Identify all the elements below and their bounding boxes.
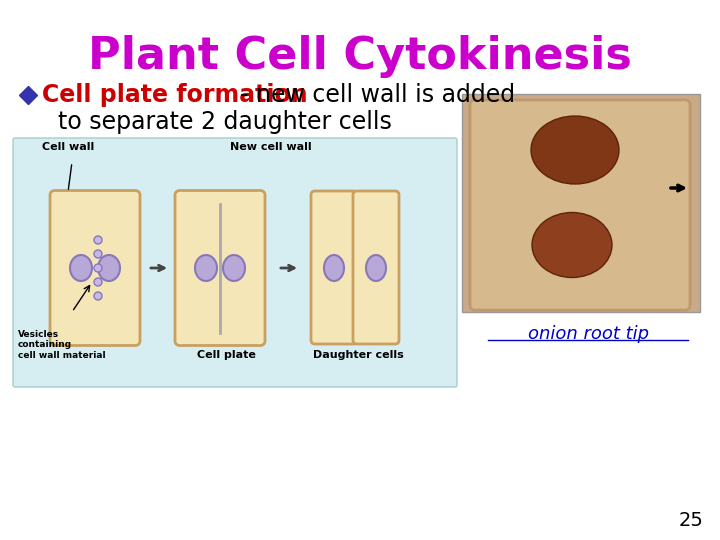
Circle shape [94,292,102,300]
Text: - new cell wall is added: - new cell wall is added [240,83,515,107]
Text: Cell plate: Cell plate [197,350,256,360]
Text: Plant Cell Cytokinesis: Plant Cell Cytokinesis [88,35,632,78]
Circle shape [94,264,102,272]
Circle shape [94,250,102,258]
Ellipse shape [531,116,619,184]
Ellipse shape [223,255,245,281]
FancyBboxPatch shape [462,94,700,312]
Circle shape [94,278,102,286]
Ellipse shape [324,255,344,281]
Text: Daughter cells: Daughter cells [313,350,404,360]
Ellipse shape [98,255,120,281]
Text: to separate 2 daughter cells: to separate 2 daughter cells [58,110,392,134]
FancyBboxPatch shape [470,100,690,310]
Text: Cell plate formation: Cell plate formation [42,83,307,107]
Ellipse shape [532,213,612,278]
Text: 25: 25 [678,511,703,530]
Ellipse shape [366,255,386,281]
Circle shape [94,236,102,244]
Ellipse shape [195,255,217,281]
Text: New cell wall: New cell wall [230,142,312,152]
Text: Cell wall: Cell wall [42,142,94,152]
FancyBboxPatch shape [50,191,140,346]
Ellipse shape [70,255,92,281]
FancyBboxPatch shape [13,138,457,387]
Text: Vesicles
containing
cell wall material: Vesicles containing cell wall material [18,330,106,360]
FancyBboxPatch shape [353,191,399,344]
FancyBboxPatch shape [175,191,265,346]
Text: onion root tip: onion root tip [528,325,649,343]
FancyBboxPatch shape [311,191,357,344]
